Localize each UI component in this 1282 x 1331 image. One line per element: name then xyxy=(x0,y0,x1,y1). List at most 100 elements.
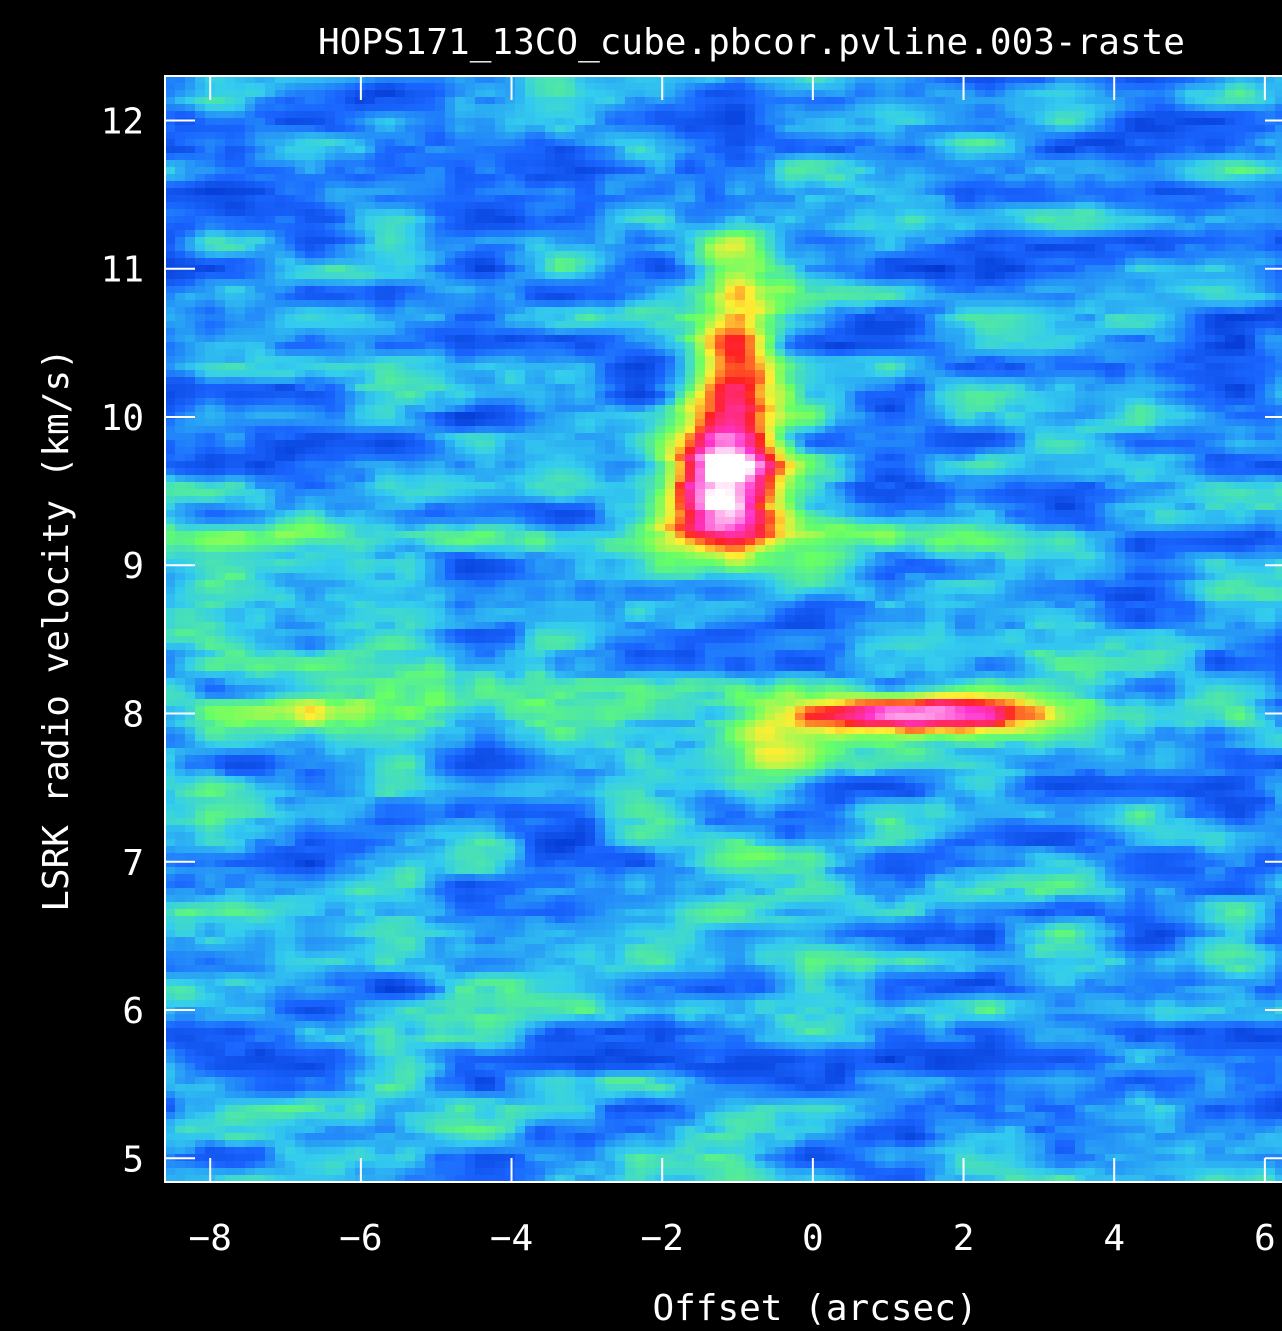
heatmap-cell xyxy=(1215,244,1226,252)
heatmap-cell xyxy=(1025,132,1036,140)
heatmap-cell xyxy=(1245,279,1256,287)
heatmap-cell xyxy=(665,139,676,147)
heatmap-cell xyxy=(455,328,466,336)
heatmap-cell xyxy=(875,153,886,161)
heatmap-cell xyxy=(685,146,696,154)
heatmap-cell xyxy=(1145,230,1156,238)
heatmap-cell xyxy=(575,286,586,294)
heatmap-cell xyxy=(1025,314,1036,322)
heatmap-cell xyxy=(445,188,456,196)
heatmap-cell xyxy=(385,202,396,210)
heatmap-cell xyxy=(1075,237,1086,245)
heatmap-cell xyxy=(835,356,846,364)
heatmap-cell xyxy=(1095,181,1106,189)
heatmap-cell xyxy=(1245,97,1256,105)
heatmap-cell xyxy=(515,181,526,189)
heatmap-cell xyxy=(975,279,986,287)
heatmap-cell xyxy=(645,314,656,322)
heatmap-cell xyxy=(635,377,646,385)
heatmap-cell xyxy=(365,146,376,154)
heatmap-cell xyxy=(435,132,446,140)
heatmap-cell xyxy=(185,174,196,182)
heatmap-cell xyxy=(1025,328,1036,336)
heatmap-cell xyxy=(1175,167,1186,175)
heatmap-cell xyxy=(885,307,896,315)
heatmap-cell xyxy=(1255,314,1266,322)
heatmap-cell xyxy=(395,286,406,294)
heatmap-cell xyxy=(565,272,576,280)
heatmap-cell xyxy=(265,209,276,217)
heatmap-cell xyxy=(735,118,746,126)
heatmap-cell xyxy=(805,132,816,140)
heatmap-cell xyxy=(335,104,346,112)
heatmap-cell xyxy=(275,146,286,154)
heatmap-cell xyxy=(185,279,196,287)
heatmap-cell xyxy=(1155,356,1166,364)
heatmap-cell xyxy=(515,90,526,98)
heatmap-cell xyxy=(515,83,526,91)
heatmap-cell xyxy=(365,195,376,203)
heatmap-cell xyxy=(905,370,916,378)
heatmap-cell xyxy=(1215,272,1226,280)
heatmap-cell xyxy=(1065,314,1076,322)
heatmap-cell xyxy=(1065,363,1076,371)
heatmap-cell xyxy=(1245,356,1256,364)
heatmap-cell xyxy=(565,118,576,126)
heatmap-cell xyxy=(1135,328,1146,336)
heatmap-cell xyxy=(1075,146,1086,154)
heatmap-cell xyxy=(945,328,956,336)
heatmap-cell xyxy=(1185,111,1196,119)
heatmap-cell xyxy=(875,97,886,105)
heatmap-cell xyxy=(925,377,936,385)
heatmap-cell xyxy=(485,195,496,203)
heatmap-cell xyxy=(1005,160,1016,168)
heatmap-cell xyxy=(1195,349,1206,357)
heatmap-cell xyxy=(1115,139,1126,147)
heatmap-cell xyxy=(815,363,826,371)
heatmap-cell xyxy=(485,202,496,210)
heatmap-cell xyxy=(445,230,456,238)
heatmap-cell xyxy=(435,153,446,161)
heatmap-cell xyxy=(1255,167,1266,175)
heatmap-cell xyxy=(1205,223,1216,231)
heatmap-cell xyxy=(1175,216,1186,224)
heatmap-cell xyxy=(745,356,756,364)
heatmap-cell xyxy=(195,181,206,189)
heatmap-cell xyxy=(245,223,256,231)
heatmap-cell xyxy=(375,97,386,105)
heatmap-cell xyxy=(675,209,686,217)
heatmap-cell xyxy=(995,363,1006,371)
heatmap-cell xyxy=(905,223,916,231)
heatmap-cell xyxy=(655,286,666,294)
heatmap-cell xyxy=(415,370,426,378)
heatmap-cell xyxy=(585,195,596,203)
heatmap-cell xyxy=(1205,132,1216,140)
heatmap-cell xyxy=(295,307,306,315)
heatmap-cell xyxy=(175,384,186,392)
heatmap-cell xyxy=(745,97,756,105)
heatmap-cell xyxy=(1015,328,1026,336)
heatmap-cell xyxy=(415,286,426,294)
heatmap-cell xyxy=(545,356,556,364)
heatmap-cell xyxy=(1145,314,1156,322)
heatmap-cell xyxy=(575,146,586,154)
heatmap-cell xyxy=(195,174,206,182)
heatmap-cell xyxy=(825,265,836,273)
heatmap-cell xyxy=(915,181,926,189)
heatmap-cell xyxy=(885,328,896,336)
heatmap-cell xyxy=(425,286,436,294)
heatmap-cell xyxy=(685,97,696,105)
heatmap-cell xyxy=(855,251,866,259)
heatmap-cell xyxy=(1155,167,1166,175)
heatmap-cell xyxy=(955,370,966,378)
heatmap-cell xyxy=(755,335,766,343)
heatmap-cell xyxy=(895,146,906,154)
heatmap-cell xyxy=(445,265,456,273)
heatmap-cell xyxy=(945,97,956,105)
heatmap-cell xyxy=(1145,111,1156,119)
heatmap-cell xyxy=(515,363,526,371)
heatmap-cell xyxy=(1015,356,1026,364)
heatmap-cell xyxy=(545,286,556,294)
heatmap-cell xyxy=(905,160,916,168)
heatmap-cell xyxy=(575,356,586,364)
